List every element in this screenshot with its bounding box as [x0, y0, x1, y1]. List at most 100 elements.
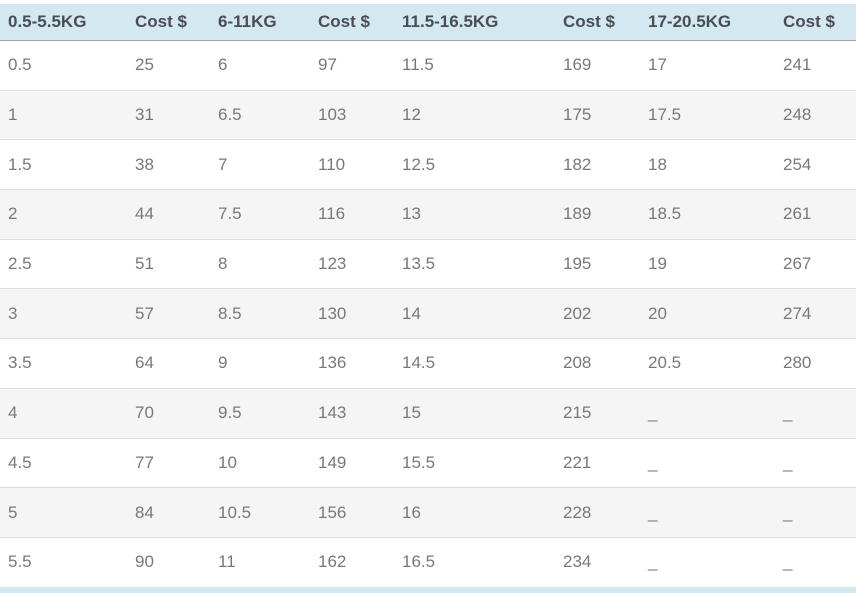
table-cell: 3 [0, 288, 127, 340]
table-cell: 143 [310, 388, 394, 439]
table-row: 3 57 8.5 130 14 202 20 274 [0, 288, 856, 340]
table-row: 0.5 25 6 97 11.5 169 17 241 [0, 40, 856, 91]
table-row: 2.5 51 8 123 13.5 195 19 267 [0, 239, 856, 290]
table-cell: 11.5 [394, 40, 555, 91]
table-cell: 8 [210, 239, 310, 290]
header-cell: 11.5-16.5KG [394, 4, 555, 41]
table-cell: 97 [310, 40, 394, 91]
header-cell: Cost $ [127, 4, 210, 41]
table-cell: 44 [127, 189, 210, 240]
table-cell: 64 [127, 338, 210, 389]
table-cell: 12.5 [394, 139, 555, 191]
header-cell: 6-11KG [210, 4, 310, 41]
table-cell: 2.5 [0, 239, 127, 290]
table-cell: 221 [555, 438, 640, 489]
table-cell: 241 [775, 40, 856, 91]
table-cell: _ [640, 388, 775, 439]
table-cell: 169 [555, 40, 640, 91]
table-cell: 1 [0, 90, 127, 141]
table-cell: 195 [555, 239, 640, 290]
table-cell: 215 [555, 388, 640, 439]
table-cell: 51 [127, 239, 210, 290]
table-row: 3.5 64 9 136 14.5 208 20.5 280 [0, 338, 856, 389]
table-cell: _ [640, 537, 775, 588]
table-cell: 7 [210, 139, 310, 191]
table-cell: 15.5 [394, 438, 555, 489]
table-cell: 1.5 [0, 139, 127, 191]
table-cell: 13 [394, 189, 555, 240]
table-cell: 162 [310, 537, 394, 588]
pricing-table-body: 0.5 25 6 97 11.5 169 17 241 1 31 6.5 103 12 175 17.5 24… [0, 40, 856, 588]
table-cell: 10.5 [210, 487, 310, 538]
table-cell: 15 [394, 388, 555, 439]
table-cell: 9.5 [210, 388, 310, 439]
table-row: 1.5 38 7 110 12.5 182 18 254 [0, 139, 856, 191]
table-cell: 228 [555, 487, 640, 538]
table-cell: 130 [310, 288, 394, 340]
table-cell: 208 [555, 338, 640, 389]
table-cell: 57 [127, 288, 210, 340]
table-cell: 136 [310, 338, 394, 389]
table-cell: 6.5 [210, 90, 310, 141]
table-row: 2 44 7.5 116 13 189 18.5 261 [0, 189, 856, 240]
table-cell: 2 [0, 189, 127, 240]
table-cell: 90 [127, 537, 210, 588]
table-cell: 0.5 [0, 40, 127, 91]
header-cell: Cost $ [310, 4, 394, 41]
table-cell: 274 [775, 288, 856, 340]
table-cell: 4 [0, 388, 127, 439]
cutoff-next-header-strip [0, 587, 856, 593]
table-cell: 261 [775, 189, 856, 240]
table-cell: 20 [640, 288, 775, 340]
table-cell: 110 [310, 139, 394, 191]
table-cell: 17.5 [640, 90, 775, 141]
table-cell: 7.5 [210, 189, 310, 240]
table-cell: 123 [310, 239, 394, 290]
table-row: 4.5 77 10 149 15.5 221 _ _ [0, 438, 856, 489]
table-cell: 9 [210, 338, 310, 389]
table-cell: 70 [127, 388, 210, 439]
table-cell: 5.5 [0, 537, 127, 588]
pricing-table: 0.5-5.5KG Cost $6-11KG Cost $11.5-16.5KG Co… [0, 4, 856, 588]
table-cell: 17 [640, 40, 775, 91]
header-cell: 17-20.5KG [640, 4, 775, 41]
table-cell: 234 [555, 537, 640, 588]
table-cell: 77 [127, 438, 210, 489]
table-cell: _ [775, 438, 856, 489]
table-row: 5.5 90 11 162 16.5 234 _ _ [0, 537, 856, 588]
table-cell: 267 [775, 239, 856, 290]
table-cell: 13.5 [394, 239, 555, 290]
table-cell: 31 [127, 90, 210, 141]
header-cell: Cost $ [555, 4, 640, 41]
table-cell: 254 [775, 139, 856, 191]
table-cell: 116 [310, 189, 394, 240]
table-cell: 156 [310, 487, 394, 538]
table-cell: 189 [555, 189, 640, 240]
table-cell: _ [775, 487, 856, 538]
table-cell: 175 [555, 90, 640, 141]
table-cell: _ [640, 438, 775, 489]
header-row: 0.5-5.5KG Cost $6-11KG Cost $11.5-16.5KG Co… [0, 4, 856, 41]
table-cell: _ [640, 487, 775, 538]
table-cell: 8.5 [210, 288, 310, 340]
table-cell: 202 [555, 288, 640, 340]
table-cell: 11 [210, 537, 310, 588]
table-cell: 16.5 [394, 537, 555, 588]
table-row: 4 70 9.5 143 15 215 _ _ [0, 388, 856, 439]
table-row: 5 84 10.5 156 16 228 _ _ [0, 487, 856, 538]
table-cell: 4.5 [0, 438, 127, 489]
header-cell: Cost $ [775, 4, 856, 41]
table-cell: 248 [775, 90, 856, 141]
table-cell: 25 [127, 40, 210, 91]
table-cell: _ [775, 537, 856, 588]
table-cell: 12 [394, 90, 555, 141]
table-cell: 38 [127, 139, 210, 191]
table-cell: 149 [310, 438, 394, 489]
table-cell: 14.5 [394, 338, 555, 389]
header-cell: 0.5-5.5KG [0, 4, 127, 41]
table-cell: 20.5 [640, 338, 775, 389]
table-row: 1 31 6.5 103 12 175 17.5 248 [0, 90, 856, 141]
table-cell: 103 [310, 90, 394, 141]
table-cell: 6 [210, 40, 310, 91]
